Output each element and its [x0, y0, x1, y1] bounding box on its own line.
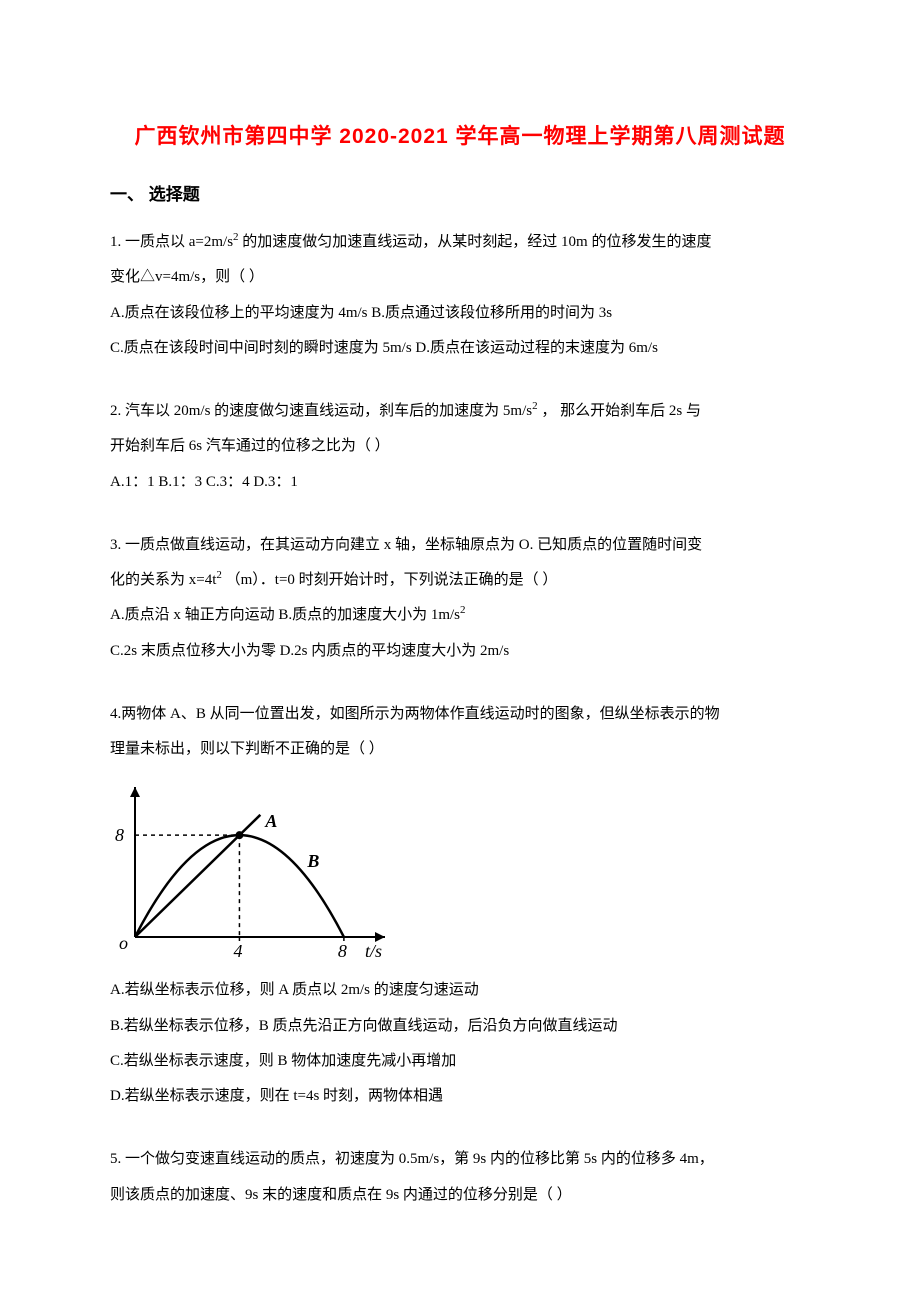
q4-optA: A.若纵坐标表示位移，则 A 质点以 2m/s 的速度匀速运动: [110, 973, 810, 1008]
q4-stem-2: 理量未标出，则以下判断不正确的是（ ）: [110, 732, 810, 767]
q3-stem-2b: （m）．t=0 时刻开始计时，下列说法正确的是（ ）: [222, 572, 558, 588]
question-2: 2. 汽车以 20m/s 的速度做匀速直线运动，刹车后的加速度为 5m/s2 ，…: [110, 394, 810, 500]
q4-chart: A Bo 4 8 8 t/s: [110, 777, 810, 967]
svg-text:t/s: t/s: [365, 941, 382, 961]
svg-text:A: A: [264, 811, 277, 831]
q2-stem-1a: 2. 汽车以 20m/s 的速度做匀速直线运动，刹车后的加速度为 5m/s: [110, 403, 532, 419]
svg-text:B: B: [306, 851, 319, 871]
q4-optB: B.若纵坐标表示位移，B 质点先沿正方向做直线运动，后沿负方向做直线运动: [110, 1009, 810, 1044]
q2-options: A.1：1 B.1：3 C.3：4 D.3：1: [110, 465, 810, 500]
q3-stem-1: 3. 一质点做直线运动，在其运动方向建立 x 轴，坐标轴原点为 O. 已知质点的…: [110, 528, 810, 563]
q5-stem-1: 5. 一个做匀变速直线运动的质点，初速度为 0.5m/s，第 9s 内的位移比第…: [110, 1142, 810, 1177]
section-heading: 一、 选择题: [110, 180, 810, 205]
svg-text:8: 8: [115, 825, 124, 845]
chart-svg: A Bo 4 8 8 t/s: [110, 777, 400, 967]
q1-stem-1a: 1. 一质点以 a=2m/s: [110, 234, 233, 250]
svg-text:4: 4: [233, 941, 242, 961]
q1-options-line1: A.质点在该段位移上的平均速度为 4m/s B.质点通过该段位移所用的时间为 3…: [110, 296, 810, 331]
question-5: 5. 一个做匀变速直线运动的质点，初速度为 0.5m/s，第 9s 内的位移比第…: [110, 1142, 810, 1213]
q4-optD: D.若纵坐标表示速度，则在 t=4s 时刻，两物体相遇: [110, 1079, 810, 1114]
q1-stem-2: 变化△v=4m/s，则（ ）: [110, 260, 810, 295]
q1-stem-1b: 的加速度做匀加速直线运动，从某时刻起，经过 10m 的位移发生的速度: [239, 234, 712, 250]
q3-optC: C.2s 末质点位移大小为零 D.2s 内质点的平均速度大小为 2m/s: [110, 634, 810, 669]
question-4: 4.两物体 A、B 从同一位置出发，如图所示为两物体作直线运动时的图象，但纵坐标…: [110, 697, 810, 1115]
q3-optA-pre: A.质点沿 x 轴正方向运动 B.质点的加速度大小为 1m/s: [110, 607, 460, 623]
q5-stem-2: 则该质点的加速度、9s 末的速度和质点在 9s 内通过的位移分别是（ ）: [110, 1178, 810, 1213]
page-title: 广西钦州市第四中学 2020-2021 学年高一物理上学期第八周测试题: [110, 120, 810, 150]
q4-optC: C.若纵坐标表示速度，则 B 物体加速度先减小再增加: [110, 1044, 810, 1079]
question-3: 3. 一质点做直线运动，在其运动方向建立 x 轴，坐标轴原点为 O. 已知质点的…: [110, 528, 810, 669]
q4-stem-1: 4.两物体 A、B 从同一位置出发，如图所示为两物体作直线运动时的图象，但纵坐标…: [110, 697, 810, 732]
q2-stem-2: 开始刹车后 6s 汽车通过的位移之比为（ ）: [110, 429, 810, 464]
svg-text:o: o: [119, 933, 128, 953]
q1-options-line2: C.质点在该段时间中间时刻的瞬时速度为 5m/s D.质点在该运动过程的末速度为…: [110, 331, 810, 366]
q3-stem-2a: 化的关系为 x=4t: [110, 572, 216, 588]
svg-text:8: 8: [338, 941, 347, 961]
q3-optA-sup: 2: [460, 604, 466, 616]
question-1: 1. 一质点以 a=2m/s2 的加速度做匀加速直线运动，从某时刻起，经过 10…: [110, 225, 810, 366]
q2-stem-1b: ， 那么开始刹车后 2s 与: [538, 403, 701, 419]
